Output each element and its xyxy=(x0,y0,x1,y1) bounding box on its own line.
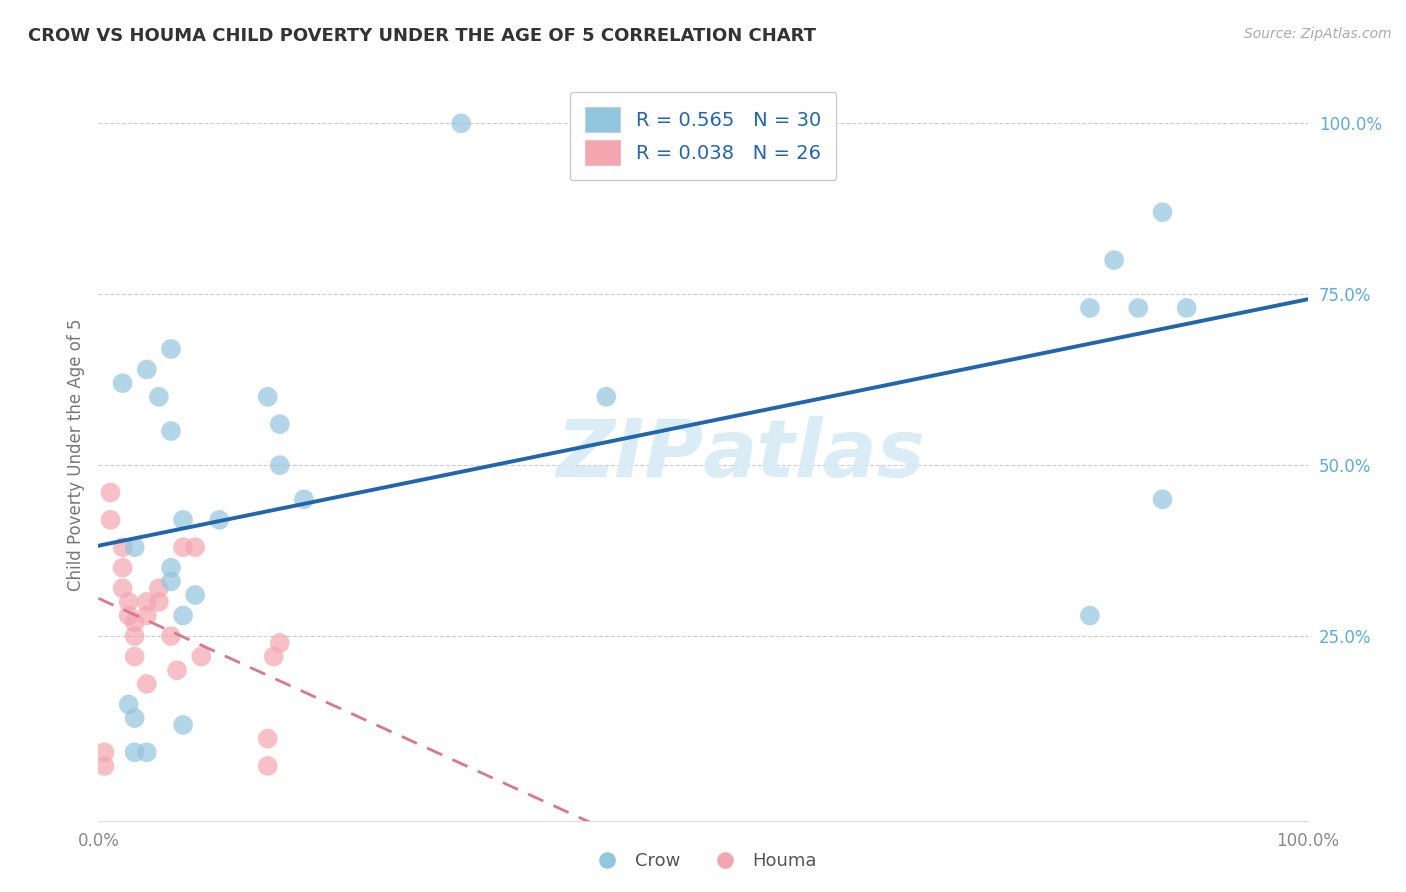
Point xyxy=(111,376,134,391)
Text: Source: ZipAtlas.com: Source: ZipAtlas.com xyxy=(1244,27,1392,41)
Point xyxy=(1078,301,1101,315)
Point xyxy=(124,615,146,630)
Point xyxy=(118,608,141,623)
Point xyxy=(269,417,291,432)
Point xyxy=(184,588,207,602)
Point xyxy=(256,731,278,746)
Point xyxy=(93,759,115,773)
Point xyxy=(148,390,170,404)
Point xyxy=(100,513,122,527)
Point xyxy=(135,608,157,623)
Point xyxy=(135,595,157,609)
Point xyxy=(135,745,157,759)
Point xyxy=(184,540,207,554)
Point xyxy=(269,458,291,472)
Point xyxy=(269,636,291,650)
Point xyxy=(148,595,170,609)
Point xyxy=(124,711,146,725)
Point xyxy=(135,362,157,376)
Point xyxy=(1128,301,1150,315)
Legend: Crow, Houma: Crow, Houma xyxy=(582,845,824,878)
Point xyxy=(124,540,146,554)
Point xyxy=(93,745,115,759)
Point xyxy=(1175,301,1198,315)
Point xyxy=(292,492,315,507)
Point xyxy=(190,649,212,664)
Point xyxy=(1152,205,1174,219)
Point xyxy=(148,581,170,595)
Point xyxy=(118,698,141,712)
Point xyxy=(172,718,194,732)
Point xyxy=(111,581,134,595)
Point xyxy=(595,390,617,404)
Point xyxy=(124,745,146,759)
Point xyxy=(111,540,134,554)
Text: CROW VS HOUMA CHILD POVERTY UNDER THE AGE OF 5 CORRELATION CHART: CROW VS HOUMA CHILD POVERTY UNDER THE AG… xyxy=(28,27,815,45)
Point xyxy=(172,540,194,554)
Point xyxy=(1078,608,1101,623)
Point xyxy=(160,629,183,643)
Point xyxy=(450,116,472,130)
Point xyxy=(1102,253,1125,268)
Point xyxy=(135,677,157,691)
Point xyxy=(160,424,183,438)
Point xyxy=(124,649,146,664)
Point xyxy=(256,390,278,404)
Y-axis label: Child Poverty Under the Age of 5: Child Poverty Under the Age of 5 xyxy=(66,318,84,591)
Point xyxy=(263,649,285,664)
Point xyxy=(208,513,231,527)
Point xyxy=(100,485,122,500)
Text: atlas: atlas xyxy=(703,416,925,494)
Text: ZIP: ZIP xyxy=(555,416,703,494)
Point xyxy=(172,513,194,527)
Point xyxy=(111,560,134,574)
Point xyxy=(124,629,146,643)
Point xyxy=(160,560,183,574)
Point xyxy=(256,759,278,773)
Point xyxy=(1152,492,1174,507)
Point xyxy=(118,595,141,609)
Point xyxy=(160,342,183,356)
Point xyxy=(166,663,188,677)
Point xyxy=(160,574,183,589)
Point xyxy=(172,608,194,623)
